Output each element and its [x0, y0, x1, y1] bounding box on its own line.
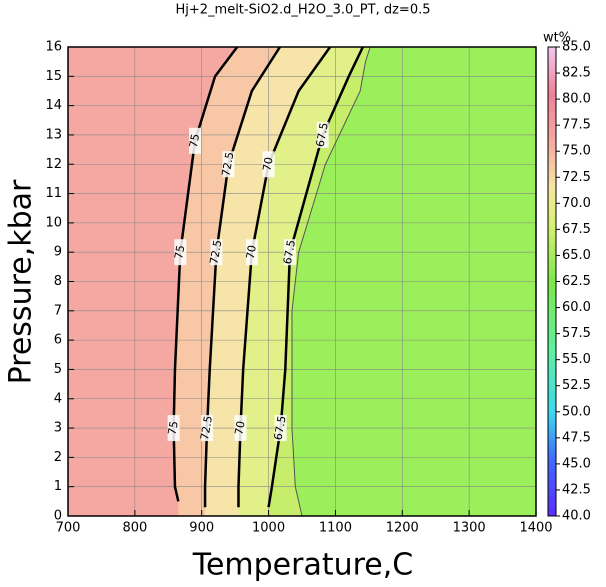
contour-label-bg	[167, 415, 180, 442]
contour-label: 75	[172, 244, 187, 260]
contour-label: 72.5	[219, 151, 236, 177]
contour-label: 67.5	[281, 239, 298, 265]
colorbar-tick-label: 70.0	[562, 196, 591, 211]
contour-label: 72.5	[207, 239, 224, 265]
x-tick-label: 1000	[252, 521, 285, 536]
y-tick-label: 15	[45, 69, 62, 84]
contour-label: 72.5	[198, 415, 215, 441]
y-tick-label: 6	[54, 333, 62, 348]
x-tick-label: 1400	[519, 521, 552, 536]
y-tick-label: 8	[54, 274, 62, 289]
contour-label: 67.5	[272, 415, 289, 441]
colorbar-tick-label: 47.5	[562, 430, 591, 445]
x-axis-label: Temperature,C	[192, 548, 414, 583]
y-tick-label: 1	[54, 479, 62, 494]
contour-label-bg	[234, 415, 247, 442]
plot-area: 75 75 75 72.5 72.5 72.5 70 70 70 67.5 67.5 67.5	[68, 47, 536, 516]
colorbar-tick-label: 45.0	[562, 456, 591, 471]
contour-label-bg	[262, 151, 275, 178]
contour-line	[237, 47, 332, 508]
y-tick-label: 13	[45, 127, 62, 142]
colorbar-tick-label: 52.5	[562, 378, 591, 393]
contour-label: 70	[244, 244, 259, 260]
y-tick-label: 12	[45, 157, 62, 172]
chart-title: Hj+2_melt-SiO2.d_H2O_3.0_PT, dz=0.5	[175, 3, 430, 18]
y-tick-label: 3	[54, 421, 62, 436]
x-tick-label: 1100	[319, 521, 352, 536]
contour-line	[172, 47, 239, 502]
y-tick-label: 7	[54, 303, 62, 318]
x-tick-label: 700	[56, 521, 81, 536]
colorbar-tick-label: 65.0	[562, 248, 591, 263]
contour-label-bg	[201, 415, 214, 442]
colorbar-tick-label: 85.0	[562, 40, 591, 55]
y-tick-label: 5	[54, 362, 62, 377]
contour-label-bg	[174, 239, 187, 266]
contour-label-bg	[283, 239, 296, 266]
colorbar-tick-label: 75.0	[562, 144, 591, 159]
y-tick-label: 2	[54, 450, 62, 465]
y-tick-label: 4	[54, 391, 62, 406]
colorbar-tick-label: 57.5	[562, 326, 591, 341]
colorbar-tick-label: 82.5	[562, 66, 591, 81]
colorbar-label: wt%	[543, 31, 571, 46]
contour-label: 75	[166, 420, 181, 436]
colorbar-tick-label: 55.0	[562, 352, 591, 367]
contour-label-bg	[274, 415, 287, 442]
colorbar-tick-label: 67.5	[562, 222, 591, 237]
contour-label: 67.5	[314, 122, 331, 148]
contour-line	[203, 47, 281, 508]
x-tick-label: 900	[189, 521, 214, 536]
colorbar-tick-label: 40.0	[562, 509, 591, 524]
contour-line	[267, 47, 364, 508]
contour-line	[291, 47, 371, 516]
y-tick-label: 0	[54, 509, 62, 524]
contour-label: 70	[232, 420, 247, 436]
y-tick-label: 9	[54, 245, 62, 260]
axes: 700 800 900 1000 1100 1200 1300 140001234567891…	[45, 40, 591, 536]
y-tick-label: 14	[45, 98, 62, 113]
contour-label-bg	[210, 239, 223, 266]
colorbar-tick-label: 72.5	[562, 170, 591, 185]
colorbar-tick-label: 42.5	[562, 482, 591, 497]
colorbar-tick-label: 60.0	[562, 300, 591, 315]
x-tick-label: 1200	[386, 521, 419, 536]
contour-label-bg	[245, 239, 258, 266]
contour-label-bg	[222, 151, 235, 178]
x-tick-label: 1300	[453, 521, 486, 536]
contour-label-bg	[316, 121, 329, 148]
colorbar-tick-label: 80.0	[562, 92, 591, 107]
y-tick-label: 10	[45, 215, 62, 230]
colorbar-tick-label: 50.0	[562, 404, 591, 419]
y-axis-label: Pressure,kbar	[4, 179, 39, 384]
contour-label: 70	[260, 156, 275, 172]
y-tick-label: 11	[45, 186, 62, 201]
x-tick-label: 800	[122, 521, 147, 536]
contour-label: 75	[187, 133, 202, 149]
colorbar	[547, 46, 557, 517]
colorbar-tick-label: 62.5	[562, 274, 591, 289]
y-tick-label: 16	[45, 40, 62, 55]
contour-label-bg	[189, 127, 202, 154]
colorbar-tick-label: 77.5	[562, 118, 591, 133]
